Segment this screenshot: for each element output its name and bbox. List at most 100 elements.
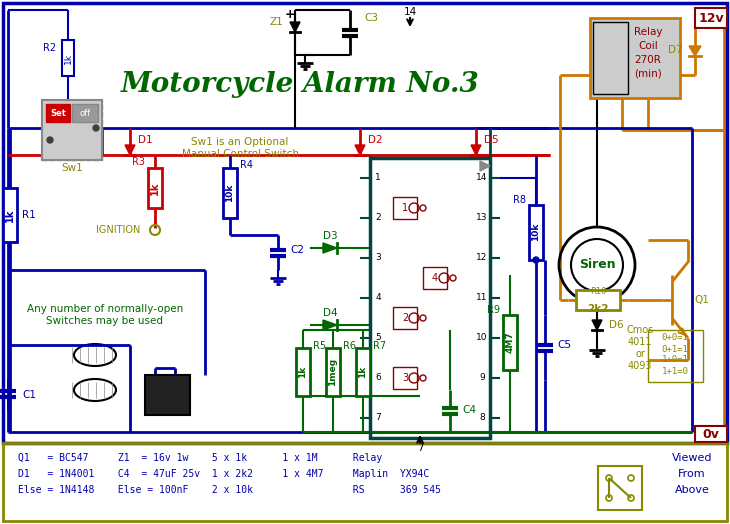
Text: C1: C1 (22, 390, 36, 400)
Text: 2k2: 2k2 (587, 304, 609, 314)
Text: 5: 5 (375, 333, 381, 343)
Circle shape (93, 125, 99, 131)
Text: Above: Above (675, 485, 710, 495)
Text: 1k: 1k (150, 181, 160, 195)
Text: R5: R5 (313, 341, 326, 351)
Text: From: From (678, 469, 706, 479)
Bar (42, 100, 102, 160)
Bar (695, 426, 727, 442)
Bar (223, 168, 237, 218)
Text: 0v: 0v (702, 428, 720, 441)
Bar (3, 188, 17, 242)
Text: 3: 3 (375, 254, 381, 263)
Text: R1: R1 (22, 210, 36, 220)
Text: Q1   = BC547     Z1  = 16v 1w    5 x 1k      1 x 1M      Relay: Q1 = BC547 Z1 = 16v 1w 5 x 1k 1 x 1M Rel… (18, 453, 383, 463)
Text: 1+1=0: 1+1=0 (661, 366, 688, 376)
Text: R2: R2 (43, 43, 56, 53)
Text: 2: 2 (375, 213, 381, 223)
Bar (3, 3, 727, 443)
Text: 4093: 4093 (628, 361, 652, 371)
Text: 1+0=1: 1+0=1 (661, 355, 688, 365)
Bar (423, 267, 447, 289)
Text: 10k: 10k (226, 184, 234, 202)
Text: Coil: Coil (638, 41, 658, 51)
Text: Viewed: Viewed (672, 453, 712, 463)
Bar (145, 375, 190, 415)
Text: 8: 8 (479, 413, 485, 422)
Text: 6: 6 (375, 374, 381, 383)
Text: 4: 4 (375, 293, 381, 302)
Polygon shape (592, 320, 602, 330)
Text: (min): (min) (634, 69, 662, 79)
Bar (576, 290, 620, 310)
Text: 1k: 1k (64, 52, 72, 63)
Text: 9: 9 (479, 374, 485, 383)
Bar (326, 348, 340, 396)
Text: R10: R10 (590, 287, 606, 296)
Polygon shape (355, 145, 365, 155)
Text: D1   = 1N4001    C4  = 47uF 25v  1 x 2k2     1 x 4M7     Maplin  YX94C: D1 = 1N4001 C4 = 47uF 25v 1 x 2k2 1 x 4M… (18, 469, 429, 479)
Circle shape (47, 137, 53, 143)
Text: 2: 2 (402, 313, 408, 323)
Text: 1: 1 (402, 203, 408, 213)
Text: D1: D1 (138, 135, 153, 145)
Text: R7: R7 (373, 341, 386, 351)
Text: 7: 7 (417, 443, 423, 453)
Bar (598, 466, 642, 510)
Bar (3, 443, 727, 521)
Text: 13: 13 (476, 213, 488, 223)
Bar (590, 18, 680, 98)
Text: R3: R3 (132, 157, 145, 167)
Bar (593, 22, 628, 94)
Text: C4: C4 (462, 405, 476, 415)
Text: 12: 12 (476, 254, 488, 263)
Text: or: or (635, 349, 645, 359)
Bar (393, 197, 417, 219)
Text: 11: 11 (476, 293, 488, 302)
Bar (46, 104, 70, 122)
Text: 4: 4 (432, 273, 438, 283)
Bar (648, 330, 703, 382)
Text: off: off (80, 108, 91, 117)
Circle shape (533, 257, 539, 263)
Polygon shape (125, 145, 135, 155)
Bar (356, 348, 370, 396)
Text: C5: C5 (557, 340, 571, 350)
Text: 270R: 270R (634, 55, 661, 65)
Text: 1k: 1k (5, 209, 15, 222)
Text: Relay: Relay (634, 27, 662, 37)
Text: D6: D6 (609, 320, 623, 330)
Bar (695, 8, 727, 28)
Text: Else = 1N4148    Else = 100nF    2 x 10k                 RS      369 545: Else = 1N4148 Else = 100nF 2 x 10k RS 36… (18, 485, 441, 495)
Text: D4: D4 (323, 308, 337, 318)
Text: D3: D3 (323, 231, 337, 241)
Polygon shape (471, 145, 481, 155)
Polygon shape (323, 243, 337, 253)
Text: Any number of normally-open
Switches may be used: Any number of normally-open Switches may… (27, 304, 183, 326)
Bar (72, 104, 98, 122)
Text: 1meg: 1meg (328, 358, 337, 386)
Polygon shape (290, 22, 300, 32)
Text: Z1: Z1 (269, 17, 283, 27)
Text: Sw1 is an Optional
Manual Control Switch: Sw1 is an Optional Manual Control Switch (182, 137, 299, 159)
Text: D2: D2 (368, 135, 383, 145)
Text: C3: C3 (364, 13, 378, 23)
Text: 14: 14 (476, 173, 488, 182)
Text: R8: R8 (513, 195, 526, 205)
Text: 1k: 1k (299, 366, 307, 378)
Text: +: + (285, 8, 296, 21)
Bar (370, 158, 490, 438)
Bar (42, 100, 102, 160)
Text: 3: 3 (402, 373, 408, 383)
Text: 4011: 4011 (628, 337, 652, 347)
Text: Siren: Siren (579, 258, 615, 271)
Bar (296, 348, 310, 396)
Text: IGNITION: IGNITION (96, 225, 140, 235)
Bar (148, 168, 162, 208)
Text: 10: 10 (476, 333, 488, 343)
Text: Set: Set (50, 108, 66, 117)
Text: 12v: 12v (698, 12, 724, 25)
Text: D5: D5 (484, 135, 499, 145)
Text: 10k: 10k (531, 223, 540, 241)
Text: R6: R6 (343, 341, 356, 351)
